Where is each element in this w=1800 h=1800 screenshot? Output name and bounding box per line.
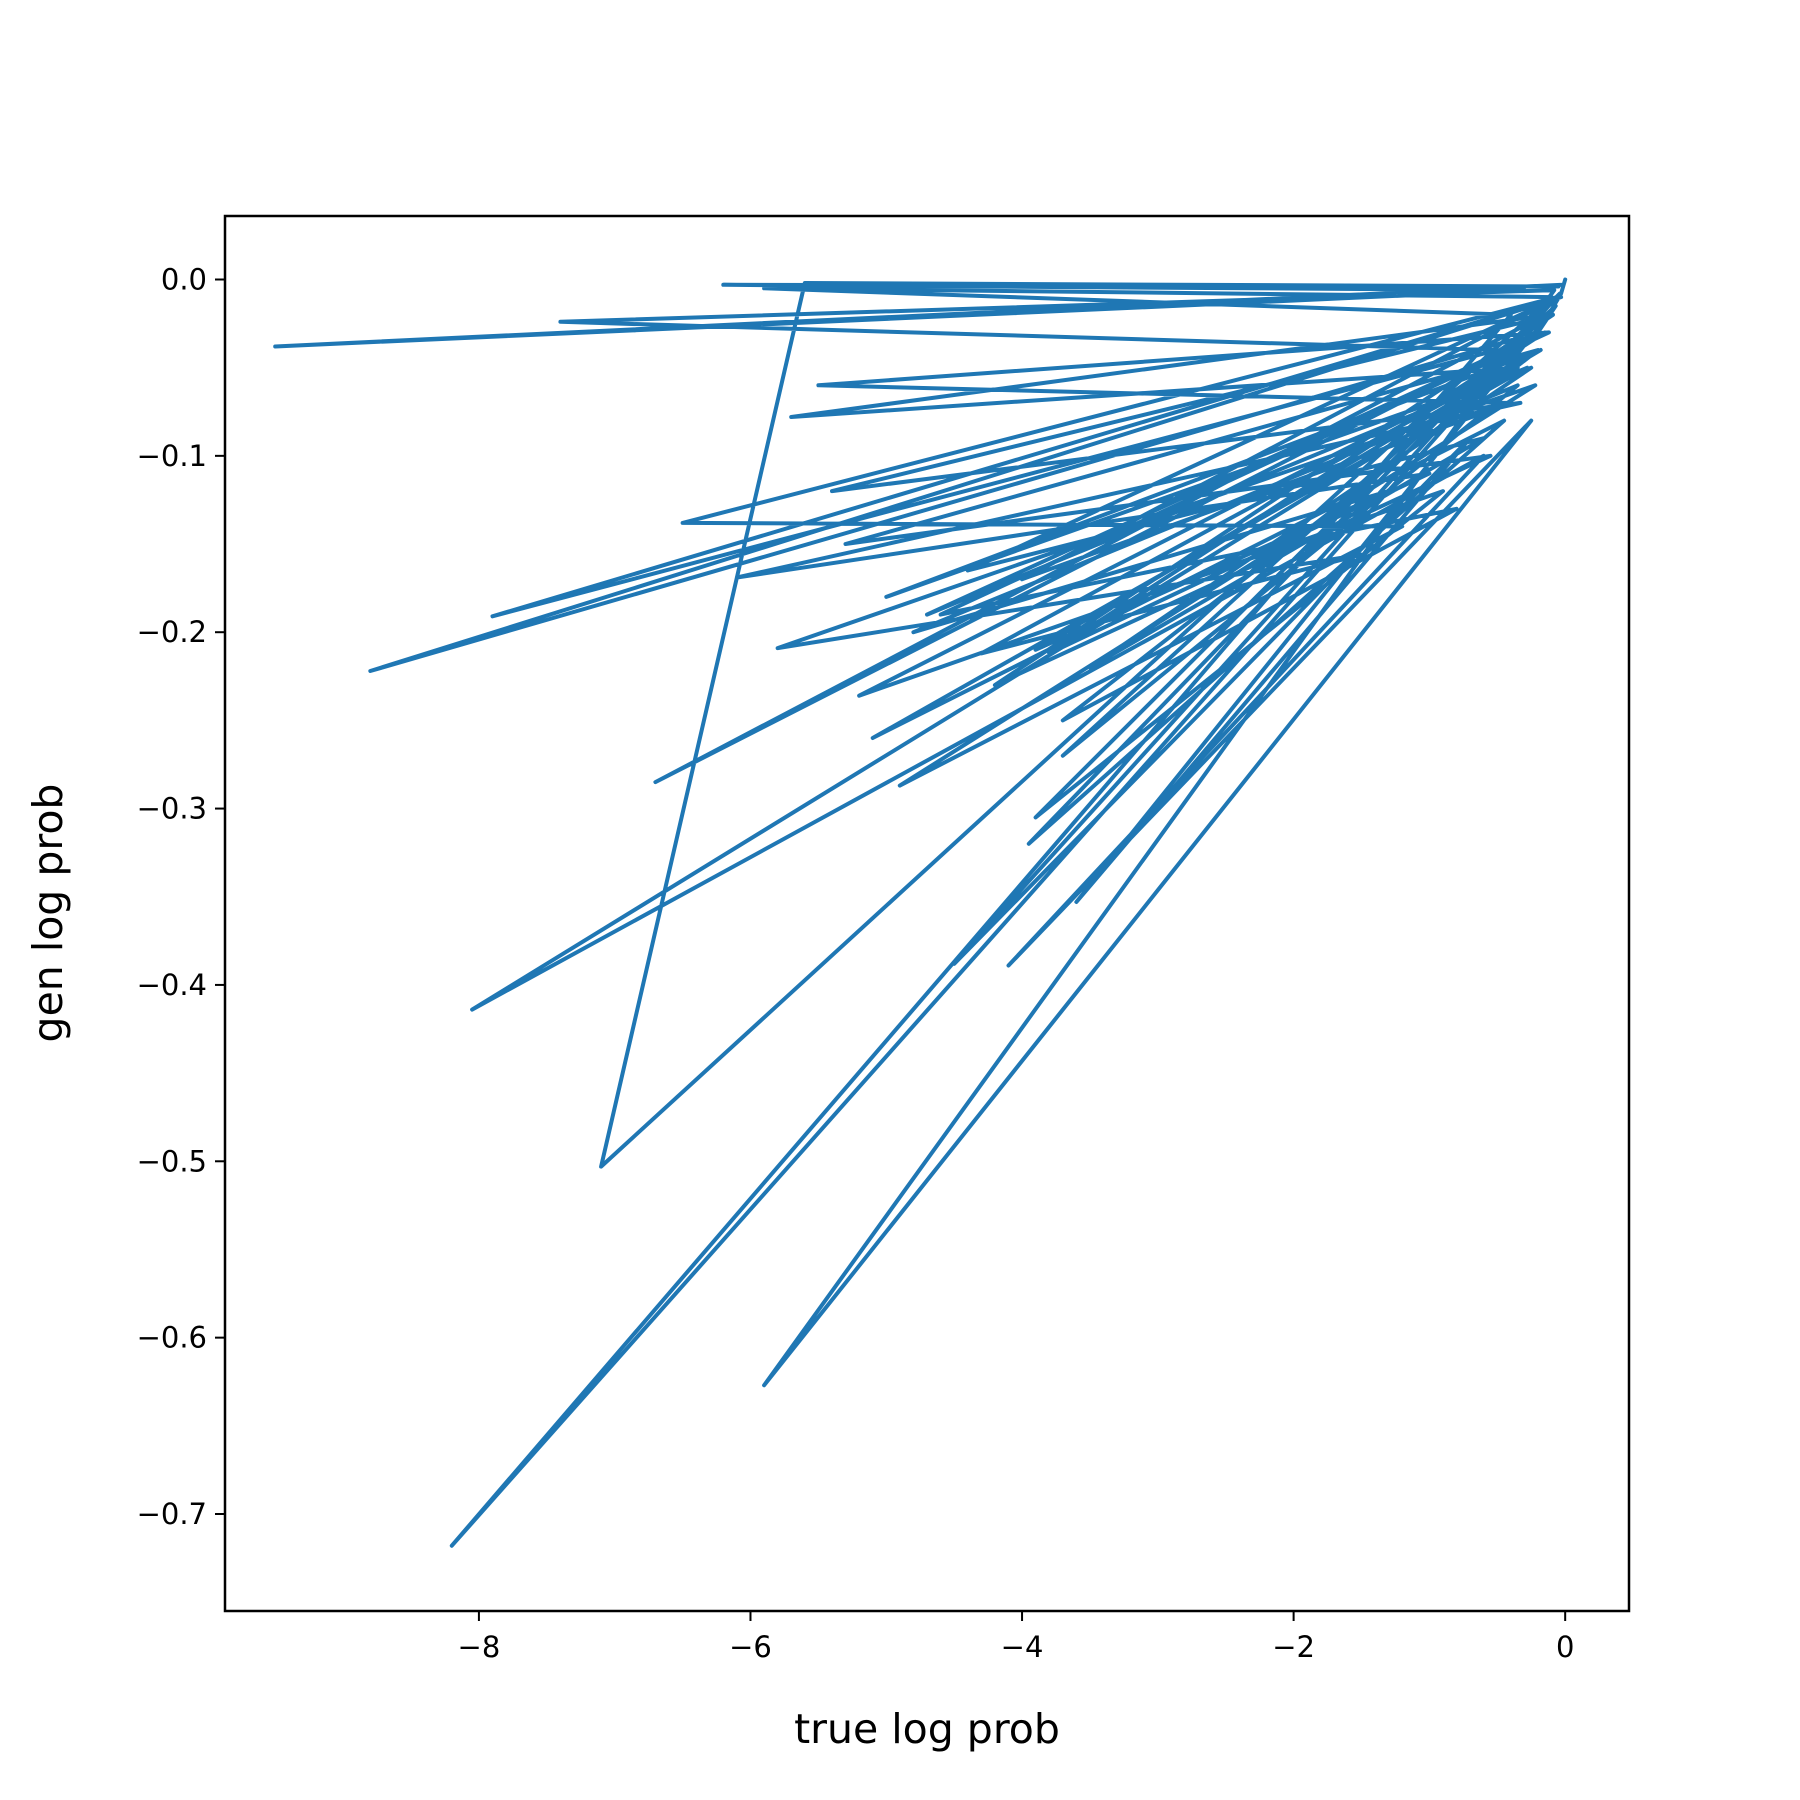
y-tick-label: −0.7 <box>137 1497 207 1531</box>
x-tick-label: −8 <box>458 1630 501 1664</box>
series-layer <box>273 277 1568 1548</box>
x-axis-label: true log prob <box>794 1705 1060 1753</box>
plot-area-frame <box>223 214 1631 1613</box>
x-tick-label: −4 <box>1001 1630 1044 1664</box>
y-tick-label: −0.6 <box>137 1321 207 1355</box>
y-tick-label: −0.1 <box>137 439 207 473</box>
series-line-0 <box>273 277 1568 1548</box>
y-axis-label: gen log prob <box>24 784 72 1043</box>
x-tick-label: −2 <box>1272 1630 1315 1664</box>
x-tick-label: 0 <box>1556 1630 1574 1664</box>
y-tick-label: −0.2 <box>137 615 207 649</box>
y-tick-label: −0.3 <box>137 792 207 826</box>
x-tick-label: −6 <box>729 1630 772 1664</box>
y-tick-label: −0.4 <box>137 968 207 1002</box>
x-axis-ticks: −8 −6 −4 −2 0 <box>458 1611 1574 1664</box>
y-tick-label: 0.0 <box>161 262 207 296</box>
y-axis-ticks: 0.0 −0.1 −0.2 −0.3 −0.4 −0.5 −0.6 −0.7 <box>137 262 225 1531</box>
y-tick-label: −0.5 <box>137 1144 207 1178</box>
